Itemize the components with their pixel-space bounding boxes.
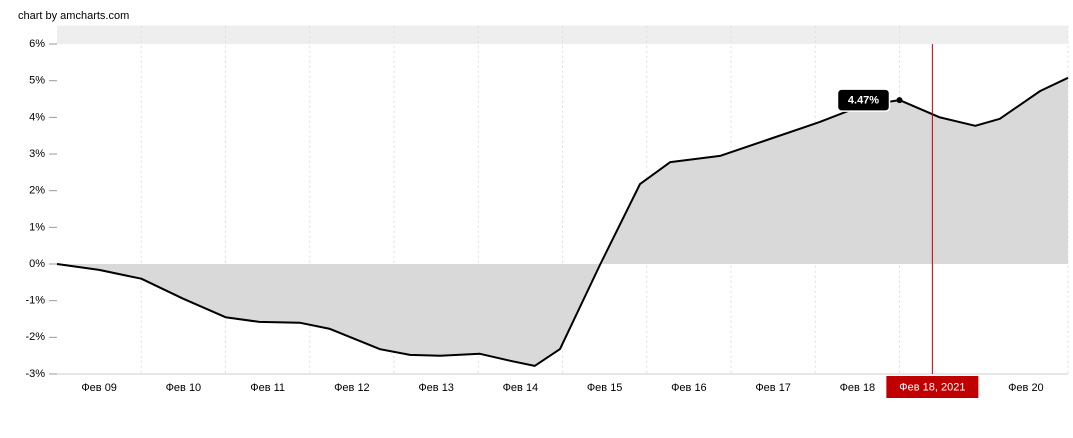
y-tick-label: 2% [29,185,45,197]
x-tick-label: Фев 15 [587,382,623,394]
y-tick-label: 1% [29,221,45,233]
y-tick-label: 4% [29,111,45,123]
credit: chart by amcharts.com [18,10,129,22]
y-tick-label: 0% [29,258,45,270]
y-tick-label: 3% [29,148,45,160]
x-tick-label: Фев 10 [166,382,202,394]
x-tick-label: Фев 17 [755,382,791,394]
x-tick-label: Фев 14 [503,382,539,394]
plot-top-band [57,25,1068,45]
x-tick-label: Фев 13 [418,382,454,394]
x-tick-label: Фев 18 [840,382,876,394]
tooltip-bg [836,88,891,112]
y-tick-label: -3% [25,368,45,380]
line [56,76,1069,367]
tooltip-label: 4.47% [848,95,879,107]
y-tick-label: -1% [25,295,45,307]
y-tick-label: 6% [29,38,45,50]
y-tick-label: 5% [29,75,45,87]
x-tick-label: Фев 11 [250,382,285,394]
cursor-label: Фев 18, 2021 [899,381,965,393]
x-tick-label: Фев 16 [671,382,707,394]
cursor-label-bg [886,376,979,398]
y-tick-label: -2% [25,331,45,343]
area [57,77,1068,366]
tooltip-point [896,97,903,104]
x-tick-label: Фев 12 [334,382,370,394]
x-tick-label: Фев 20 [1008,382,1044,394]
x-tick-label: Фев 09 [81,382,117,394]
